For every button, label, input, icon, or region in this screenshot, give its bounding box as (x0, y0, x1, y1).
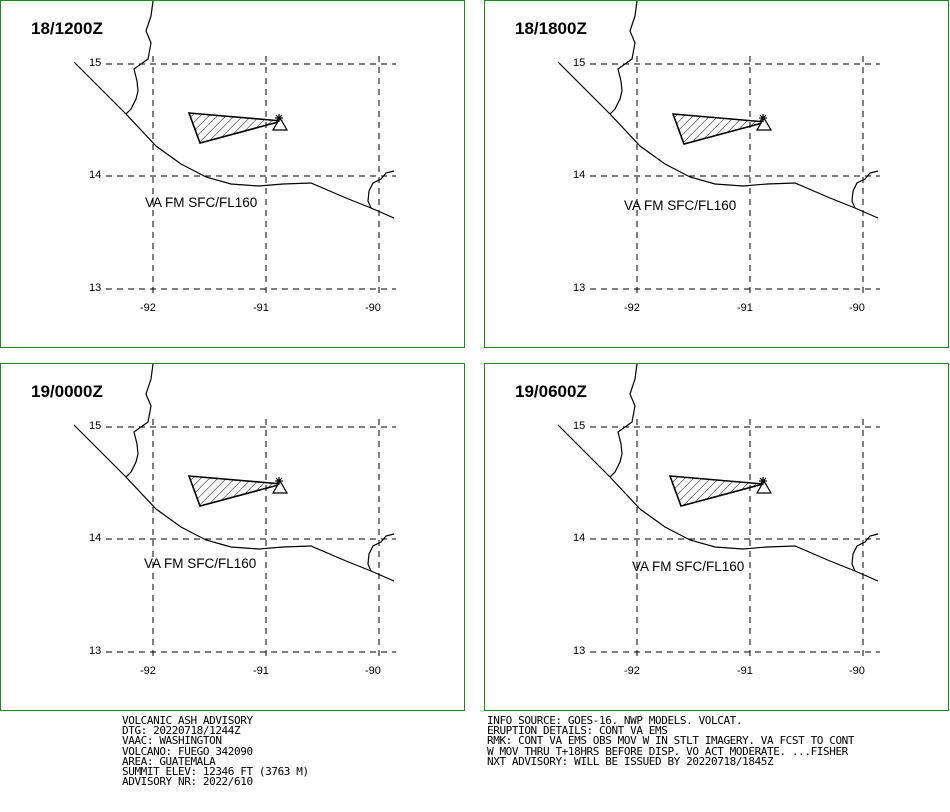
ash-level-label: VA FM SFC/FL160 (145, 195, 258, 210)
coastline (557, 424, 879, 582)
lon-label-90: -90 (365, 302, 381, 314)
advisory-line: VOLCANIC ASH ADVISORY (122, 714, 253, 727)
lon-label-92: -92 (140, 302, 156, 314)
volcano-triangle-icon (271, 116, 289, 131)
forecast-time-label: 19/0000Z (31, 382, 103, 401)
lat-label-14: 14 (573, 532, 586, 544)
ash-level-label: VA FM SFC/FL160 (632, 559, 745, 574)
border-line (367, 533, 395, 572)
border-line (851, 533, 879, 572)
volcano-triangle-icon (755, 479, 773, 494)
lon-label-90: -90 (365, 665, 381, 677)
lat-label-14: 14 (573, 169, 586, 181)
advisory-header-block: VOLCANIC ASH ADVISORY DTG: 20220718/1244… (122, 714, 309, 789)
advisory-line: DTG: 20220718/1244Z (122, 724, 241, 738)
lon-label-91: -91 (737, 302, 753, 314)
lon-label-92: -92 (140, 665, 156, 677)
ash-cloud-polygon (187, 112, 283, 144)
advisory-line: INFO SOURCE: GOES-16. NWP MODELS. VOLCAT… (487, 714, 743, 727)
advisory-line: W MOV THRU T+18HRS BEFORE DISP. VO ACT M… (487, 744, 848, 758)
lon-label-92: -92 (624, 302, 640, 314)
forecast-time-label: 18/1800Z (515, 19, 587, 38)
map-canvas (557, 364, 880, 656)
border-line (609, 364, 638, 478)
lat-label-15: 15 (573, 420, 586, 432)
map-panel-1: 18/1200Z VA FM SFC/FL160 15 14 13 -92 -9… (0, 0, 465, 348)
lon-label-91: -91 (253, 302, 269, 314)
ash-level-label: VA FM SFC/FL160 (144, 556, 257, 571)
ash-level-label: VA FM SFC/FL160 (624, 198, 737, 213)
eruption-star-icon (759, 114, 767, 122)
lon-label-90: -90 (849, 665, 865, 677)
advisory-line: ERUPTION DETAILS: CONT VA EMS (487, 724, 668, 738)
ash-cloud-polygon (187, 475, 283, 507)
lat-label-13: 13 (573, 282, 586, 294)
map-canvas (73, 364, 396, 656)
map-canvas (557, 1, 880, 293)
map-panel-4: 19/0600Z VA FM SFC/FL160 15 14 13 -92 -9… (484, 363, 949, 711)
coastline (557, 61, 879, 219)
lon-label-90: -90 (849, 302, 865, 314)
ash-cloud-polygon (671, 113, 767, 145)
volcano-triangle-icon (271, 479, 289, 494)
advisory-line: NXT ADVISORY: WILL BE ISSUED BY 20220718… (487, 754, 774, 768)
advisory-line: VAAC: WASHINGTON (122, 734, 222, 748)
lat-label-14: 14 (89, 169, 102, 181)
lat-label-14: 14 (89, 532, 102, 544)
lat-label-15: 15 (89, 57, 102, 69)
lon-label-92: -92 (624, 665, 640, 677)
border-line (609, 1, 638, 115)
advisory-line: VOLCANO: FUEGO 342090 (122, 744, 253, 758)
advisory-line: SUMMIT ELEV: 12346 FT (3763 M) (122, 765, 309, 779)
lat-label-15: 15 (573, 57, 586, 69)
lat-label-13: 13 (573, 645, 586, 657)
advisory-line: AREA: GUATEMALA (122, 754, 216, 768)
border-line (125, 1, 154, 115)
eruption-star-icon (275, 114, 283, 122)
map-panel-2: 18/1800Z VA FM SFC/FL160 15 14 13 -92 -9… (484, 0, 949, 348)
forecast-time-label: 18/1200Z (31, 19, 103, 38)
ash-cloud-polygon (668, 475, 764, 507)
eruption-star-icon (759, 477, 767, 485)
advisory-details-block: INFO SOURCE: GOES-16. NWP MODELS. VOLCAT… (487, 714, 855, 768)
border-line (851, 170, 879, 209)
border-line (367, 170, 395, 209)
forecast-time-label: 19/0600Z (515, 382, 587, 401)
lat-label-15: 15 (89, 420, 102, 432)
map-panel-3: 19/0000Z VA FM SFC/FL160 15 14 13 -92 -9… (0, 363, 465, 711)
advisory-line: RMK: CONT VA EMS OBS MOV W IN STLT IMAGE… (487, 734, 855, 748)
map-canvas (73, 1, 396, 293)
lat-label-13: 13 (89, 645, 102, 657)
lat-label-13: 13 (89, 282, 102, 294)
border-line (125, 364, 154, 478)
lon-label-91: -91 (253, 665, 269, 677)
volcano-triangle-icon (755, 116, 773, 131)
lon-label-91: -91 (737, 665, 753, 677)
advisory-line: ADVISORY NR: 2022/610 (122, 775, 253, 789)
eruption-star-icon (275, 477, 283, 485)
